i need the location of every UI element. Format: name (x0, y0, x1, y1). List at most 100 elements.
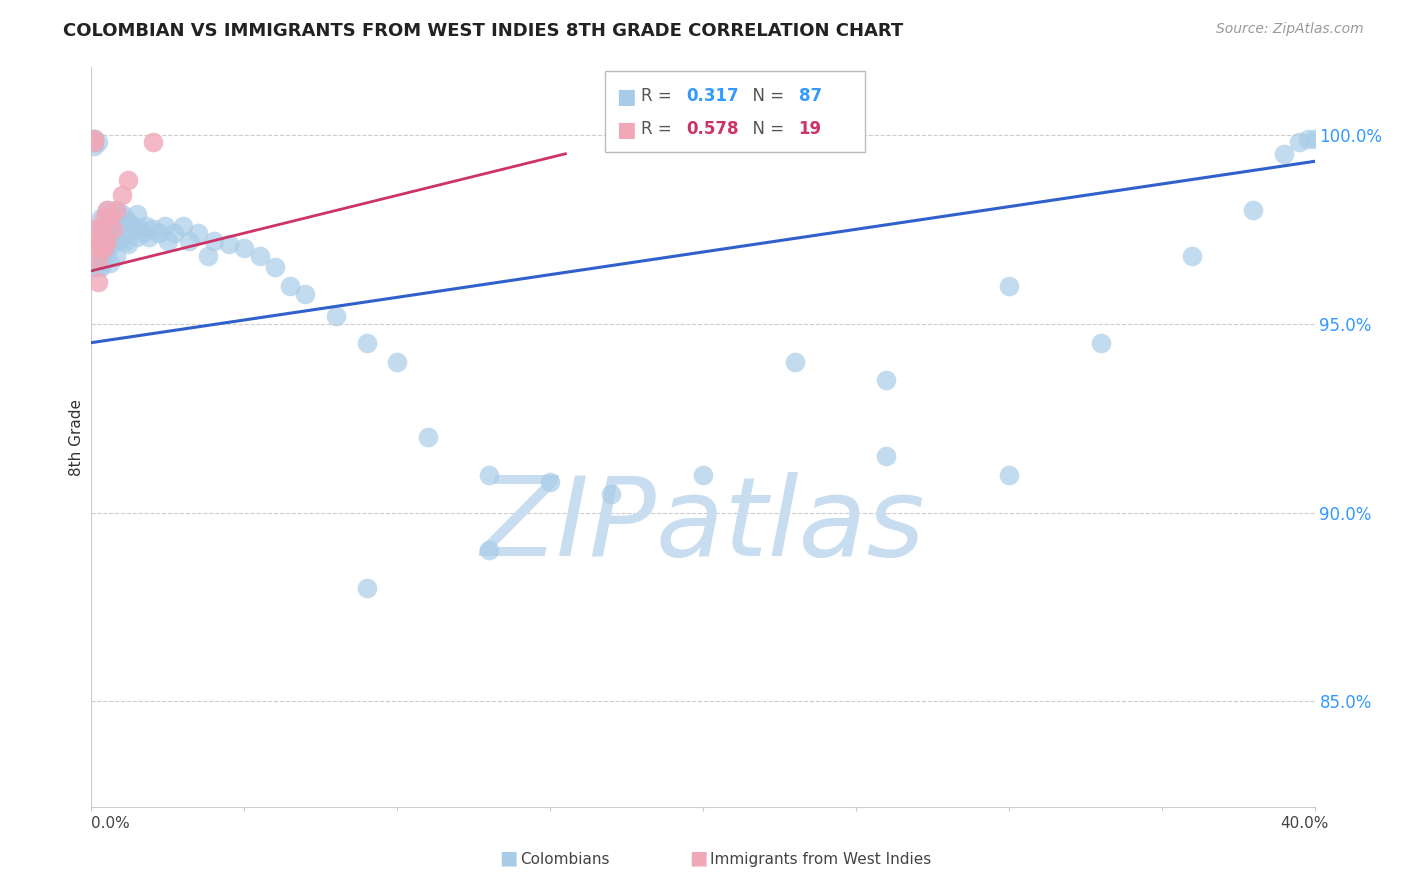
Text: ZIPatlas: ZIPatlas (481, 473, 925, 580)
Point (692, 467, 714, 482)
Point (117, 237, 139, 252)
Text: 0.578: 0.578 (686, 120, 738, 138)
Point (278, 279, 301, 293)
Point (385, 354, 409, 368)
Point (233, 241, 256, 255)
Text: ■: ■ (689, 848, 707, 867)
Point (83, 241, 105, 255)
Y-axis label: 8th Grade: 8th Grade (69, 399, 84, 475)
Text: R =: R = (641, 120, 678, 138)
Point (179, 234, 201, 248)
Text: Source: ZipAtlas.com: Source: ZipAtlas.com (1216, 22, 1364, 37)
Point (96, 226, 118, 240)
Point (1181, 249, 1204, 263)
Point (294, 286, 316, 301)
Point (83, 136, 105, 150)
Point (122, 219, 145, 233)
Point (600, 487, 623, 501)
Point (783, 354, 806, 368)
Point (93, 234, 115, 248)
Point (148, 226, 170, 240)
Point (83, 241, 105, 255)
Point (156, 234, 179, 248)
Point (132, 226, 155, 240)
Point (135, 219, 157, 233)
Point (83, 234, 105, 248)
Point (325, 309, 347, 323)
Point (90, 260, 112, 274)
Point (98, 211, 121, 225)
Point (111, 188, 134, 202)
Point (83, 222, 105, 236)
Point (117, 173, 139, 187)
Point (101, 222, 124, 236)
Point (104, 226, 127, 240)
Point (114, 211, 136, 225)
Point (104, 249, 127, 263)
Point (98, 237, 121, 252)
Text: ■: ■ (499, 848, 517, 867)
Point (86, 222, 108, 236)
Point (108, 234, 131, 248)
Point (197, 249, 219, 263)
Text: ■: ■ (616, 87, 636, 107)
Point (93, 211, 115, 225)
Point (163, 226, 186, 240)
Point (1243, 203, 1265, 218)
Point (138, 230, 160, 244)
Point (90, 241, 112, 255)
Point (108, 215, 131, 229)
Text: ■: ■ (616, 120, 636, 140)
Point (90, 222, 112, 236)
Text: 40.0%: 40.0% (1281, 816, 1329, 831)
Point (875, 373, 898, 387)
Point (86, 234, 108, 248)
Point (83, 139, 105, 153)
Point (83, 136, 105, 150)
Point (93, 219, 115, 233)
Point (96, 245, 118, 260)
Point (129, 222, 152, 236)
Point (93, 252, 115, 267)
Point (111, 207, 134, 221)
Point (1298, 131, 1320, 145)
Point (127, 230, 149, 244)
Point (264, 260, 287, 274)
Point (1090, 335, 1112, 350)
Point (218, 237, 240, 252)
Point (86, 252, 108, 267)
Point (86, 234, 108, 248)
Point (86, 260, 108, 274)
Point (96, 234, 118, 248)
Point (111, 230, 134, 244)
Point (104, 203, 127, 218)
Point (83, 222, 105, 236)
Point (90, 230, 112, 244)
Text: 19: 19 (799, 120, 821, 138)
Point (83, 131, 105, 145)
Point (416, 430, 439, 444)
Point (538, 475, 561, 490)
Point (101, 211, 124, 225)
Point (1272, 146, 1295, 161)
Point (202, 234, 225, 248)
Point (98, 256, 121, 270)
Point (153, 219, 176, 233)
Point (356, 335, 378, 350)
Text: 87: 87 (799, 87, 821, 105)
Point (1303, 131, 1326, 145)
Point (187, 226, 209, 240)
Point (478, 543, 501, 558)
Point (104, 203, 127, 218)
Point (141, 136, 163, 150)
Text: 0.0%: 0.0% (91, 816, 131, 831)
Point (127, 207, 149, 221)
Point (96, 203, 118, 218)
Point (875, 449, 898, 463)
Text: COLOMBIAN VS IMMIGRANTS FROM WEST INDIES 8TH GRADE CORRELATION CHART: COLOMBIAN VS IMMIGRANTS FROM WEST INDIES… (63, 22, 904, 40)
Point (98, 219, 121, 233)
Point (83, 131, 105, 145)
Point (998, 279, 1021, 293)
Point (83, 260, 105, 274)
Text: N =: N = (742, 120, 790, 138)
